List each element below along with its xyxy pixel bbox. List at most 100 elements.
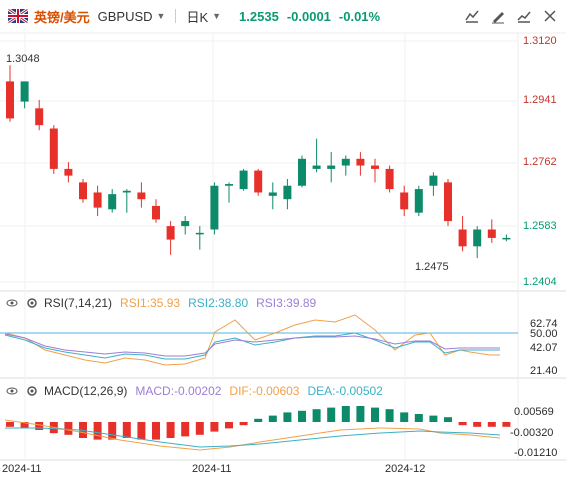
y-tick: 1.2941 — [523, 94, 557, 106]
eye-icon[interactable] — [6, 297, 18, 309]
macd-bar — [137, 422, 146, 440]
candle-body — [20, 81, 29, 102]
macd-bar — [6, 422, 14, 427]
rsi1-value: RSI1:35.93 — [120, 296, 181, 310]
candle-body — [64, 168, 73, 176]
candle-body — [6, 81, 14, 119]
candle-body — [93, 192, 102, 208]
macd-bar — [473, 422, 482, 427]
y-tick: 1.2404 — [523, 276, 557, 288]
macd-bar — [225, 422, 233, 429]
candle-body — [473, 229, 482, 247]
symbol-label[interactable]: GBPUSD — [97, 8, 153, 24]
candle-body — [195, 232, 204, 235]
indicator-settings-icon[interactable] — [464, 8, 480, 24]
macd-panel — [4, 419, 501, 451]
macd-bar — [64, 422, 73, 435]
macd-bar — [283, 412, 292, 422]
macd-title: MACD(12,26,9) — [44, 384, 128, 398]
price-change: -0.0001 — [286, 8, 331, 24]
macd-bar — [268, 415, 277, 422]
gear-icon[interactable] — [26, 297, 38, 309]
macd-bar — [400, 412, 409, 422]
compare-icon[interactable] — [516, 8, 532, 24]
candle-body — [35, 108, 44, 126]
rsi-tick: 50.00 — [530, 328, 558, 340]
gear-icon[interactable] — [26, 385, 38, 397]
eye-icon[interactable] — [6, 385, 18, 397]
draw-tool-icon[interactable] — [490, 8, 506, 24]
candle-body — [385, 168, 394, 190]
candle-body — [458, 229, 467, 247]
rsi3-value: RSI3:39.89 — [256, 296, 317, 310]
candle-body — [327, 165, 336, 169]
candle-body — [108, 194, 117, 210]
low-label: 1.2475 — [415, 261, 449, 273]
chart-header: 英镑/美元 GBPUSD ▼ 日K ▼ 1.2535 -0.0001 -0.01… — [0, 0, 566, 32]
dea-line — [5, 427, 501, 448]
candle-body — [254, 170, 263, 193]
macd-bar — [239, 422, 248, 426]
macd-bar — [385, 409, 394, 422]
candle-body — [371, 165, 379, 169]
header-divider — [175, 9, 177, 23]
symbol-cn-label[interactable]: 英镑/美元 — [34, 9, 90, 25]
dea-value: DEA:-0.00502 — [307, 384, 383, 398]
candle-body — [400, 192, 409, 210]
candle-body — [152, 205, 160, 220]
macd-bar — [122, 422, 131, 438]
candle-body — [283, 185, 292, 200]
timeframe-label[interactable]: 日K — [186, 9, 209, 25]
macd-bar — [312, 409, 321, 422]
rsi3-line — [4, 333, 500, 357]
rsi-tick: 62.74 — [530, 318, 558, 330]
candle-body — [356, 158, 365, 166]
macd-histogram — [6, 406, 511, 440]
fullscreen-icon[interactable] — [542, 8, 558, 24]
rsi2-value: RSI2:38.80 — [188, 296, 249, 310]
candle-body — [414, 189, 423, 213]
macd-bar — [254, 418, 263, 422]
timeframe-dropdown-icon[interactable]: ▼ — [212, 11, 222, 21]
symbol-dropdown-icon[interactable]: ▼ — [156, 11, 166, 21]
y-tick: 1.2762 — [523, 156, 557, 168]
high-label: 1.3048 — [6, 53, 40, 65]
macd-bar — [166, 422, 175, 438]
x-tick: 2024-11 — [2, 463, 42, 475]
macd-tick: -0.00320 — [510, 427, 554, 439]
dif-value: DIF:-0.00603 — [229, 384, 300, 398]
rsi1-line — [4, 314, 500, 366]
candle-body — [166, 226, 175, 240]
candle-body — [137, 192, 146, 200]
candle-body — [79, 182, 87, 200]
candle-body — [429, 175, 438, 186]
x-tick: 2024-11 — [192, 463, 232, 475]
main-gridlines — [0, 33, 518, 460]
macd-bar — [181, 422, 190, 437]
candle-body — [341, 158, 350, 166]
macd-tick: -0.01210 — [514, 447, 558, 459]
candle-body — [49, 128, 58, 169]
candle-body — [210, 185, 219, 230]
macd-bar — [35, 422, 44, 430]
macd-bar — [502, 422, 511, 427]
macd-bar — [108, 422, 117, 440]
macd-bar — [327, 407, 336, 422]
candle-body — [122, 190, 131, 193]
candle-body — [268, 192, 277, 196]
rsi-tick: 21.40 — [530, 365, 558, 377]
macd-bar — [487, 422, 496, 427]
rsi2-line — [4, 332, 500, 360]
macd-bar — [414, 414, 423, 422]
macd-bar — [341, 406, 350, 422]
candle-body — [487, 229, 496, 238]
macd-value: MACD:-0.00202 — [135, 384, 222, 398]
rsi-legend: RSI(7,14,21) RSI1:35.93 RSI2:38.80 RSI3:… — [0, 294, 316, 312]
macd-bar — [20, 422, 29, 429]
x-tick: 2024-12 — [385, 463, 426, 475]
macd-bar — [356, 406, 365, 422]
candle-body — [225, 184, 233, 186]
macd-bar — [371, 407, 379, 422]
price-change-pct: -0.01% — [338, 8, 381, 24]
